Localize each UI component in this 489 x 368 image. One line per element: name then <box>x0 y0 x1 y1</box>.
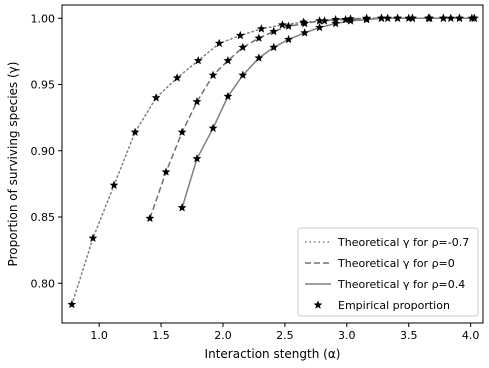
x-tick-label: 2.5 <box>276 329 294 342</box>
empirical-point <box>208 123 218 132</box>
empirical-point <box>315 22 324 32</box>
axes-frame <box>61 4 484 324</box>
empirical-point <box>235 30 245 40</box>
y-axis-ticks: 0.80 0.85 0.90 0.95 1.00 <box>31 12 62 290</box>
empirical-point <box>67 299 77 309</box>
empirical-point <box>320 16 329 25</box>
legend-label: Theoretical γ for ρ=0.4 <box>337 278 465 291</box>
x-tick-label: 1.0 <box>90 329 108 342</box>
legend-marker <box>313 300 323 309</box>
empirical-point <box>223 56 233 65</box>
empirical-point <box>341 14 350 24</box>
empirical-point <box>145 213 155 223</box>
legend: Theoretical γ for ρ=-0.7 Theoretical γ fo… <box>297 227 479 317</box>
series-line-1 <box>149 17 475 219</box>
empirical-point <box>177 127 187 136</box>
empirical-point <box>383 13 393 22</box>
empirical-point <box>208 70 218 79</box>
empirical-point <box>424 13 433 22</box>
empirical-point <box>238 42 248 52</box>
empirical-point <box>439 13 448 22</box>
empirical-point <box>177 203 187 212</box>
empirical-point <box>299 17 308 26</box>
y-tick-label: 1.00 <box>31 12 56 25</box>
legend-label: Theoretical γ for ρ=0 <box>337 257 455 270</box>
plot-markers <box>67 13 479 309</box>
empirical-point <box>88 233 98 242</box>
empirical-point <box>362 14 371 24</box>
x-axis-label: Interaction stength (α) <box>205 347 341 361</box>
legend-label: Empirical proportion <box>338 299 450 312</box>
empirical-point <box>109 180 119 189</box>
x-axis-ticks: 1.0 1.5 2.0 2.5 3.0 3.5 4.0 <box>90 323 479 342</box>
empirical-point <box>393 13 402 22</box>
x-tick-label: 1.5 <box>152 329 170 342</box>
empirical-point <box>256 24 266 33</box>
empirical-point <box>151 93 161 102</box>
empirical-point <box>284 34 293 44</box>
x-tick-label: 2.0 <box>214 329 232 342</box>
empirical-point <box>331 18 341 28</box>
empirical-point <box>254 53 264 62</box>
empirical-point <box>214 38 224 48</box>
empirical-point <box>223 91 233 101</box>
empirical-point <box>315 16 324 25</box>
y-tick-label: 0.90 <box>31 145 56 158</box>
empirical-point <box>269 26 279 36</box>
x-tick-label: 3.0 <box>338 329 356 342</box>
empirical-point <box>172 73 182 82</box>
x-tick-label: 3.5 <box>400 329 418 342</box>
plot-lines <box>71 17 475 306</box>
empirical-point <box>193 56 203 65</box>
y-tick-label: 0.85 <box>31 211 56 224</box>
y-tick-label: 0.95 <box>31 79 56 92</box>
empirical-point <box>446 13 456 22</box>
series-line-2 <box>181 17 475 208</box>
empirical-point <box>269 42 279 52</box>
y-tick-label: 0.80 <box>31 277 56 290</box>
x-tick-label: 4.0 <box>462 329 480 342</box>
empirical-point <box>254 33 264 42</box>
empirical-point <box>284 21 293 30</box>
empirical-point <box>455 13 464 22</box>
empirical-point <box>404 13 414 22</box>
empirical-point <box>346 16 355 25</box>
empirical-point <box>192 97 202 106</box>
y-axis-label: Proportion of surviving species (γ) <box>6 62 20 267</box>
empirical-point <box>192 154 202 163</box>
empirical-point <box>278 20 287 29</box>
empirical-point <box>408 13 417 22</box>
empirical-point <box>469 13 479 22</box>
empirical-point <box>238 70 248 79</box>
empirical-point <box>377 13 386 22</box>
empirical-point <box>300 28 310 37</box>
empirical-point <box>300 18 310 28</box>
legend-box <box>297 227 479 317</box>
empirical-point <box>130 127 140 136</box>
empirical-point <box>161 167 171 176</box>
legend-label: Theoretical γ for ρ=-0.7 <box>337 236 469 249</box>
